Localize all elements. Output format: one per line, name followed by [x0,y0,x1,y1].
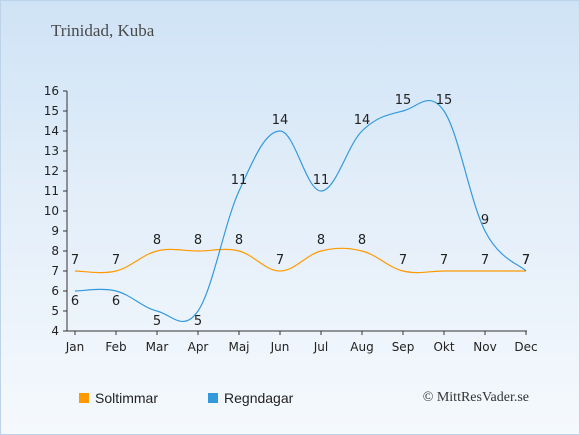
x-tick-label: Nov [473,340,496,354]
data-label-sun: 7 [71,253,79,268]
data-label-sun: 7 [276,253,284,268]
data-label-sun: 7 [399,253,407,268]
y-tick-label: 5 [51,304,59,318]
data-label-rain: 9 [481,213,489,228]
data-label-rain: 14 [354,113,371,128]
x-tick-label: Okt [433,340,454,354]
x-tick-label: Aug [350,340,373,354]
data-label-rain: 14 [272,113,289,128]
y-tick-label: 8 [51,244,59,258]
y-tick-label: 4 [51,324,59,338]
series-line-sun [74,247,526,274]
x-tick-label: Dec [514,340,537,354]
legend-swatch-sun [79,393,89,403]
data-label-rain: 11 [231,173,248,188]
data-label-sun: 8 [358,233,366,248]
data-label-sun: 8 [235,233,243,248]
y-tick-label: 7 [51,264,59,278]
x-tick-label: Jan [65,340,85,354]
series-line-rain [74,99,527,323]
copyright-text: © MittResVader.se [422,390,529,405]
y-tick-label: 6 [51,284,59,298]
x-tick-label: Mar [146,340,169,354]
data-label-rain: 6 [112,294,120,309]
y-tick-label: 15 [44,104,59,118]
data-label-sun: 7 [440,253,448,268]
data-label-sun: 8 [317,233,325,248]
legend-label-sun: Soltimmar [95,390,159,406]
data-label-rain: 11 [313,173,330,188]
legend-item-rain: Regndagar [208,390,293,406]
legend-label-rain: Regndagar [224,390,294,406]
data-label-sun: 7 [522,253,530,268]
y-tick-label: 13 [44,144,59,158]
x-tick-label: Sep [392,340,415,354]
y-tick-label: 14 [44,124,59,138]
data-label-rain: 5 [194,314,202,329]
x-tick-label: Apr [188,340,209,354]
chart-title: Trinidad, Kuba [51,21,155,40]
y-tick-label: 10 [44,204,59,218]
legend: Soltimmar Regndagar [79,390,293,406]
data-label-sun: 7 [112,253,120,268]
legend-swatch-rain [208,393,219,403]
data-label-rain: 7 [522,253,530,268]
y-tick-label: 9 [51,224,59,238]
y-tick-label: 16 [44,84,59,98]
data-label-sun: 8 [194,233,202,248]
y-tick-label: 11 [44,184,59,198]
x-tick-label: Jun [270,340,290,354]
data-label-rain: 15 [436,93,453,108]
x-tick-label: Feb [105,340,126,354]
data-label-rain: 15 [395,93,412,108]
data-label-rain: 5 [153,314,161,329]
data-label-sun: 7 [481,253,489,268]
x-tick-label: Maj [228,340,249,354]
y-tick-label: 12 [44,164,59,178]
x-tick-label: Jul [313,340,328,354]
legend-item-sun: Soltimmar [79,390,158,406]
data-label-rain: 6 [71,294,79,309]
data-label-sun: 8 [153,233,161,248]
